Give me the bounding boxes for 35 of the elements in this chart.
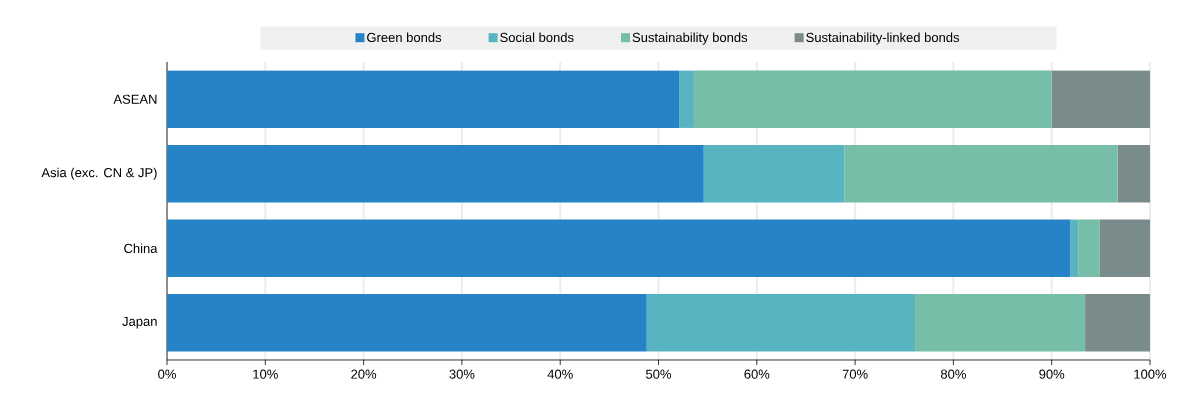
x-tick-label: 0% [158,369,176,379]
x-tick-label: 60% [744,369,770,379]
bar [1051,70,1150,128]
legend-label: Green bonds [367,32,442,43]
bar [1117,145,1150,203]
bar [167,70,680,128]
x-tick-label: 10% [253,369,278,379]
bar [1085,294,1150,352]
bar [646,294,916,352]
bar [167,145,704,203]
legend-label: Sustainability bonds [632,32,748,45]
y-tick-label: Japan [122,316,157,329]
y-tick-label: Asia (exc. CN & JP) [41,167,157,180]
x-tick-label: 70% [842,369,868,379]
x-tick-label: 100% [1134,369,1167,379]
bar [693,70,1052,128]
x-tick-label: 40% [547,369,573,379]
bar [1078,219,1100,277]
x-tick-label: 50% [646,369,672,379]
legend-label: Sustainability-linked bonds [806,32,960,45]
x-tick-label: 90% [1039,369,1065,379]
bar [167,219,1071,277]
y-tick-label: ASEAN [113,94,157,104]
y-tick-label: China [124,243,158,254]
legend-label: Social bonds [500,32,574,43]
bar [679,70,694,128]
bar [703,145,845,203]
bar [1070,219,1079,277]
x-tick-label: 30% [449,369,475,379]
bar [167,294,647,352]
bar [1099,219,1150,277]
x-tick-label: 80% [940,369,966,379]
bar [844,145,1118,203]
x-tick-label: 20% [351,369,377,379]
bar [915,294,1086,352]
